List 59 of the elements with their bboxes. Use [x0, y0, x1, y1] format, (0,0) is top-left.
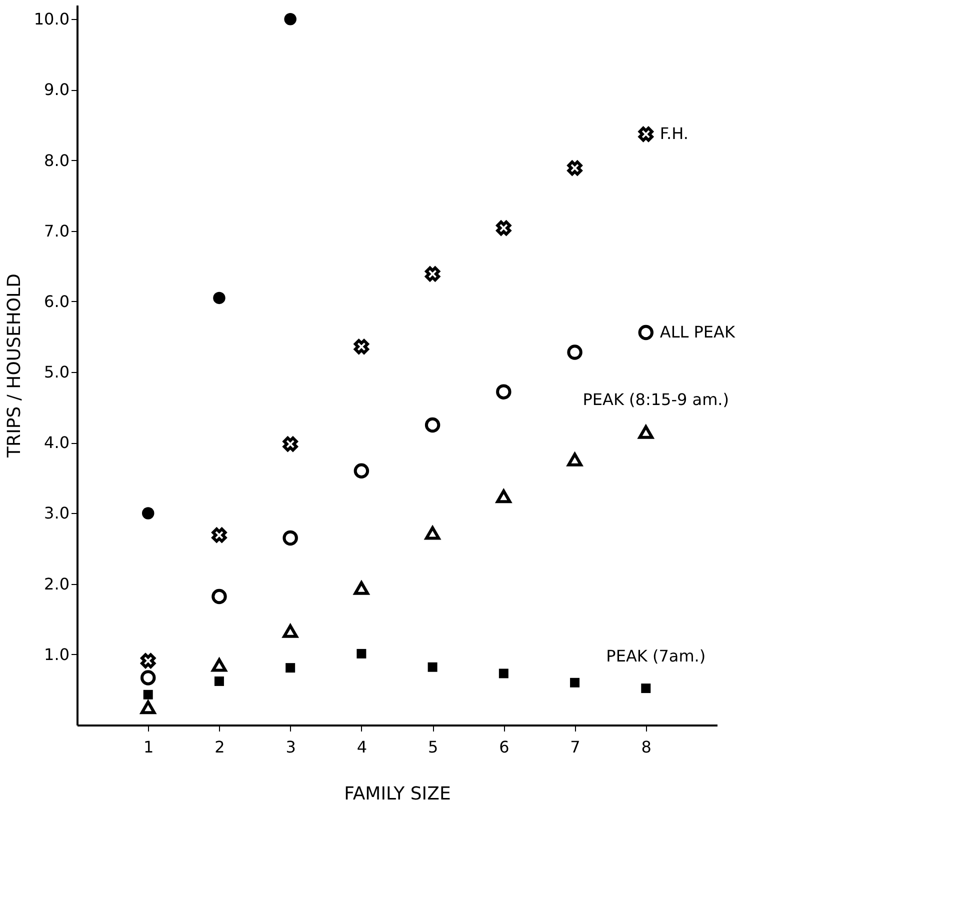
- point: [424, 417, 440, 433]
- y-tick-label: 2.0: [44, 574, 70, 594]
- point: [570, 678, 580, 688]
- series-label: F.H.: [660, 124, 688, 144]
- y-tick-label: 7.0: [44, 221, 70, 240]
- point: [282, 624, 298, 638]
- point: [496, 384, 512, 400]
- point: [213, 292, 226, 304]
- x-tick-label: 8: [641, 738, 652, 756]
- point: [143, 690, 153, 700]
- y-axis-title: TRIPS / HOUSEHOLD: [4, 274, 25, 458]
- point: [498, 668, 508, 678]
- point: [567, 452, 582, 466]
- point: [214, 676, 224, 686]
- point: [354, 581, 370, 595]
- point: [356, 648, 366, 658]
- x-tick-label: 2: [214, 738, 225, 756]
- point: [567, 160, 582, 176]
- point: [496, 220, 512, 236]
- point: [638, 324, 654, 340]
- series-label: PEAK (7am.): [606, 646, 706, 666]
- x-tick-label: 3: [286, 738, 296, 756]
- x-tick-label: 7: [570, 738, 580, 756]
- point: [212, 588, 227, 604]
- point: [424, 526, 440, 540]
- y-tick-label: 3.0: [44, 504, 70, 523]
- y-tick-label: 6.0: [44, 292, 70, 311]
- x-tick-label: 5: [428, 738, 438, 756]
- y-tick-label: 4.0: [44, 433, 70, 452]
- point: [496, 489, 512, 504]
- point: [212, 658, 227, 672]
- point: [638, 126, 654, 142]
- point: [567, 344, 582, 360]
- point: [282, 530, 298, 546]
- point: [354, 339, 370, 354]
- point: [641, 684, 651, 694]
- y-tick-label: 10.0: [34, 10, 70, 29]
- point: [142, 507, 154, 520]
- x-axis-title: FAMILY SIZE: [344, 784, 451, 804]
- y-tick-label: 9.0: [44, 80, 70, 100]
- point: [638, 425, 654, 439]
- series-label: ALL PEAK: [660, 322, 736, 342]
- point: [140, 653, 156, 668]
- point: [140, 700, 156, 714]
- point: [140, 670, 156, 686]
- point: [286, 663, 296, 673]
- series-label: PEAK (8:15-9 am.): [582, 390, 729, 410]
- y-tick-label: 1.0: [44, 644, 70, 664]
- y-tick-label: 8.0: [44, 150, 70, 170]
- point: [354, 463, 370, 478]
- point: [424, 266, 440, 282]
- point: [282, 436, 298, 452]
- x-tick-label: 6: [499, 738, 510, 756]
- point: [428, 662, 438, 672]
- y-tick-label: 5.0: [44, 362, 70, 382]
- x-tick-label: 1: [144, 738, 154, 756]
- point: [284, 13, 296, 26]
- x-tick-label: 4: [356, 738, 368, 756]
- point: [212, 528, 227, 543]
